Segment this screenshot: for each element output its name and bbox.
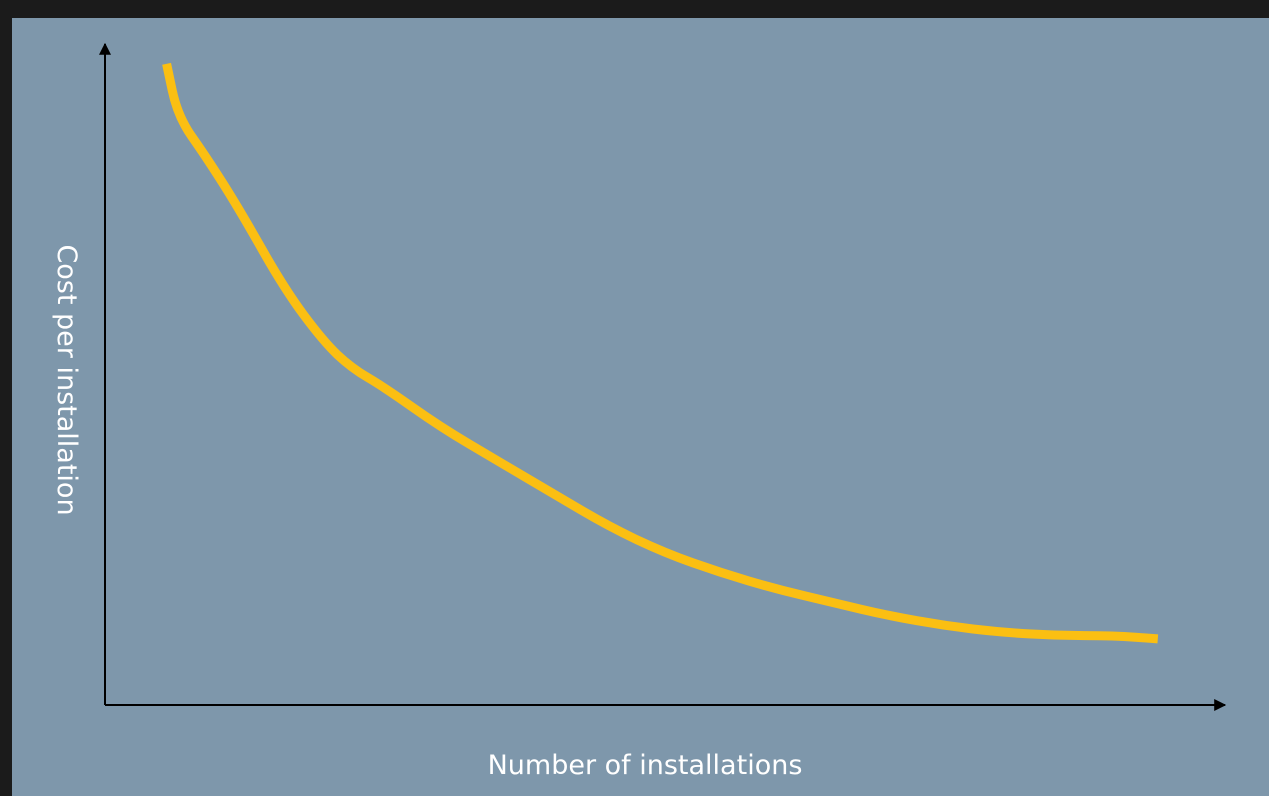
cost-curve-line (162, 62, 1159, 644)
y-axis-label: Cost per installation (51, 244, 82, 515)
x-axis-label: Number of installations (488, 750, 803, 781)
chart-panel (12, 18, 1269, 796)
series-layer (162, 62, 1159, 644)
